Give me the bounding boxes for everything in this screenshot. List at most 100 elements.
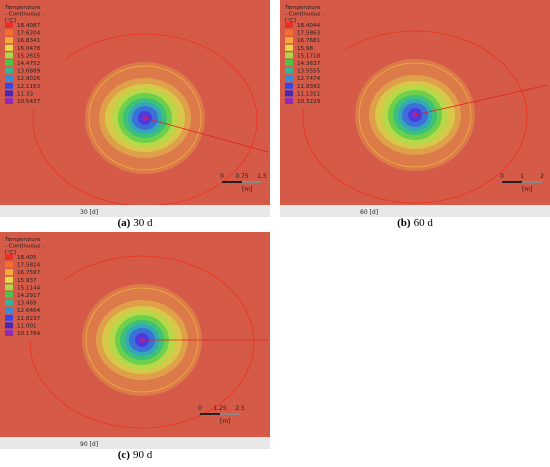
legend-value: 15.1144 bbox=[17, 285, 41, 291]
contour bbox=[358, 62, 472, 168]
caption-label: (a) bbox=[117, 217, 130, 229]
legend-value: 11.1311 bbox=[297, 91, 321, 97]
legend-value: 14.4752 bbox=[17, 61, 40, 67]
legend-value: 11.9392 bbox=[297, 84, 320, 90]
legend-value: 16.0478 bbox=[17, 46, 41, 52]
legend-swatch bbox=[5, 322, 13, 329]
legend-swatch bbox=[285, 98, 293, 104]
scale-tick: 1.5 bbox=[257, 173, 267, 180]
legend-value: 15.2615 bbox=[17, 53, 41, 59]
caption-text: 60 d bbox=[414, 217, 434, 229]
legend-swatch bbox=[5, 284, 13, 291]
scale-unit: [m] bbox=[242, 186, 253, 193]
scale-tick: 0 bbox=[220, 173, 224, 180]
time-strip bbox=[280, 205, 550, 217]
legend-value: 15.937 bbox=[17, 278, 37, 284]
scale-tick: 0 bbox=[198, 405, 202, 412]
legend-swatch bbox=[285, 90, 293, 97]
time-strip bbox=[0, 437, 270, 449]
legend-title: - Continuous - bbox=[5, 12, 44, 18]
scale-tick: 2.5 bbox=[235, 405, 245, 412]
legend-value: 12.9026 bbox=[17, 76, 41, 82]
legend-swatch bbox=[5, 299, 13, 306]
legend-value: 12.7474 bbox=[297, 76, 321, 82]
time-label: 60 [d] bbox=[360, 209, 378, 216]
legend-swatch bbox=[5, 52, 13, 59]
caption-label: (b) bbox=[397, 217, 411, 229]
legend-title: - Continuous - bbox=[5, 244, 44, 250]
legend-swatch bbox=[5, 307, 13, 314]
caption: (b) 60 d bbox=[397, 217, 433, 229]
legend-title: Temperature bbox=[4, 5, 41, 11]
scale-bar-half bbox=[522, 181, 542, 183]
section-line bbox=[414, 84, 549, 116]
legend-swatch bbox=[285, 67, 293, 74]
section-line bbox=[144, 117, 269, 153]
legend-value: 13.6889 bbox=[17, 69, 41, 75]
legend-value: 15.98 bbox=[297, 46, 313, 52]
legend-value: 15.1718 bbox=[297, 53, 321, 59]
contour bbox=[88, 65, 202, 171]
legend-value: 12.1163 bbox=[17, 84, 41, 90]
legend-swatch bbox=[285, 52, 293, 59]
time-label: 30 [d] bbox=[80, 209, 98, 216]
legend-value: 10.5437 bbox=[17, 99, 41, 105]
legend-value: 18.4087 bbox=[17, 23, 41, 29]
legend-title: [°C] bbox=[5, 250, 16, 256]
legend-swatch bbox=[5, 60, 13, 66]
scale-tick: 2 bbox=[540, 173, 544, 180]
caption-label: (c) bbox=[118, 449, 131, 461]
scale-tick: 1 bbox=[520, 173, 524, 180]
outer-contour bbox=[29, 255, 255, 429]
legend-swatch bbox=[5, 98, 13, 104]
legend-box bbox=[283, 3, 345, 109]
legend-swatch bbox=[285, 82, 293, 89]
legend-swatch bbox=[285, 22, 293, 28]
legend-value: 17.5863 bbox=[297, 31, 321, 37]
legend-swatch bbox=[285, 60, 293, 66]
legend-value: 16.7597 bbox=[17, 270, 41, 276]
legend-title: Temperature bbox=[284, 5, 321, 11]
scale-unit: [m] bbox=[522, 186, 533, 193]
legend-value: 11.8237 bbox=[17, 316, 41, 322]
legend-swatch bbox=[285, 44, 293, 51]
caption-text: 30 d bbox=[133, 217, 153, 229]
scale-unit: [m] bbox=[220, 418, 231, 425]
legend-value: 16.7681 bbox=[297, 38, 321, 44]
legend-swatch bbox=[5, 75, 13, 82]
legend-value: 11.33 bbox=[17, 91, 33, 97]
legend-swatch bbox=[5, 314, 13, 321]
panel: Temperature- Continuous -[°C]18.405 17.58… bbox=[0, 232, 270, 449]
legend-swatch bbox=[5, 82, 13, 89]
legend-swatch bbox=[5, 44, 13, 51]
legend-title: Temperature bbox=[4, 237, 41, 243]
legend-swatch bbox=[5, 254, 13, 260]
legend-title: - Continuous - bbox=[285, 12, 324, 18]
legend-swatch bbox=[5, 261, 13, 268]
legend-value: 13.5555 bbox=[297, 69, 321, 75]
legend-value: 18.4044 bbox=[297, 23, 321, 29]
legend-value: 17.5824 bbox=[17, 263, 41, 269]
outer-contour bbox=[302, 30, 528, 204]
panel: Temperature- Continuous -[°C]18.4044 17.5… bbox=[280, 0, 550, 217]
scale-bar-half bbox=[242, 181, 262, 183]
legend-box bbox=[3, 235, 65, 341]
legend-swatch bbox=[5, 330, 13, 336]
legend-value: 12.6464 bbox=[17, 308, 41, 314]
legend-swatch bbox=[5, 22, 13, 28]
legend-value: 16.8341 bbox=[17, 38, 41, 44]
legend-swatch bbox=[5, 29, 13, 36]
legend-title: [°C] bbox=[5, 18, 16, 24]
legend-value: 11.001 bbox=[17, 323, 37, 329]
legend-value: 10.3229 bbox=[297, 99, 321, 105]
legend-value: 14.3637 bbox=[297, 61, 321, 67]
scale-tick: 1.25 bbox=[213, 405, 227, 412]
legend-swatch bbox=[5, 67, 13, 74]
legend-value: 17.6204 bbox=[17, 31, 41, 37]
caption: (c) 90 d bbox=[118, 449, 153, 461]
legend-swatch bbox=[285, 37, 293, 44]
caption: (a) 30 d bbox=[117, 217, 153, 229]
time-strip bbox=[0, 205, 270, 217]
scale-bar-half bbox=[220, 413, 240, 415]
